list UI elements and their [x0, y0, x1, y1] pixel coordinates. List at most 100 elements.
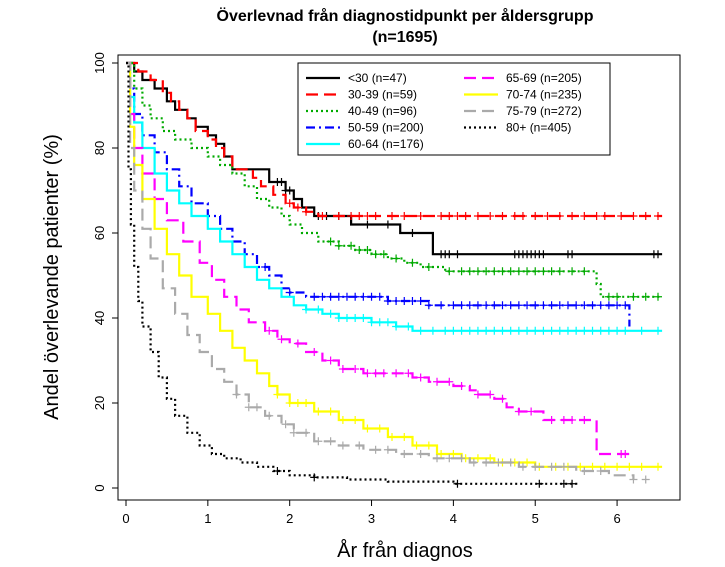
- censor-mark: [416, 326, 425, 335]
- censor-mark: [568, 250, 577, 259]
- censor-mark: [338, 416, 347, 424]
- censor-mark: [543, 212, 552, 220]
- censor-mark: [351, 416, 360, 424]
- censor-mark: [416, 373, 425, 382]
- censor-mark: [572, 326, 581, 335]
- censor-mark: [613, 326, 622, 335]
- censor-mark: [445, 267, 454, 276]
- censor-mark: [596, 467, 605, 475]
- censor-mark: [621, 326, 630, 335]
- censor-mark: [621, 450, 630, 458]
- censor-mark: [326, 237, 335, 246]
- censor-mark: [527, 407, 536, 416]
- censor-mark: [547, 326, 556, 335]
- censor-mark: [383, 445, 392, 454]
- censor-mark: [482, 267, 491, 276]
- censor-mark: [518, 212, 527, 220]
- censor-mark: [641, 475, 650, 484]
- censor-mark: [400, 297, 409, 305]
- censor-mark: [445, 454, 454, 463]
- censor-mark: [482, 301, 491, 310]
- censor-mark: [383, 297, 392, 305]
- censor-mark: [613, 301, 622, 310]
- censor-mark: [408, 229, 417, 237]
- censor-mark: [383, 220, 392, 229]
- censor-mark: [486, 454, 495, 463]
- censor-mark: [334, 212, 343, 220]
- censor-mark: [523, 267, 532, 276]
- censor-mark: [277, 178, 286, 186]
- censor-mark: [654, 212, 662, 220]
- censor-mark: [355, 441, 364, 450]
- censor-mark: [506, 458, 515, 467]
- censor-mark: [457, 454, 466, 463]
- censor-mark: [392, 369, 401, 378]
- censor-mark: [445, 377, 454, 386]
- censor-mark: [457, 382, 466, 390]
- x-tick-label: 6: [613, 511, 620, 526]
- censor-mark: [445, 212, 454, 220]
- censor-mark: [416, 297, 425, 305]
- censor-mark: [457, 326, 466, 335]
- censor-mark: [559, 462, 568, 471]
- censor-mark: [547, 416, 556, 424]
- censor-mark: [252, 403, 261, 412]
- censor-mark: [563, 326, 572, 335]
- censor-mark: [363, 212, 372, 220]
- censor-mark: [563, 301, 572, 310]
- censor-mark: [273, 390, 282, 399]
- censor-mark: [588, 462, 597, 471]
- censor-mark: [613, 462, 622, 471]
- censor-mark: [568, 267, 577, 276]
- censor-mark: [400, 450, 409, 458]
- censor-mark: [465, 267, 474, 276]
- censor-mark: [347, 212, 356, 220]
- censor-mark: [310, 473, 319, 482]
- censor-mark: [637, 462, 646, 471]
- censor-mark: [318, 212, 327, 220]
- censor-mark: [555, 301, 564, 310]
- censor-mark: [654, 326, 662, 335]
- censor-mark: [371, 445, 380, 454]
- censor-mark: [318, 292, 327, 301]
- censor-mark: [388, 212, 396, 220]
- censor-mark: [314, 305, 323, 314]
- censor-mark: [654, 292, 662, 301]
- censor-mark: [531, 267, 540, 276]
- censor-mark: [400, 433, 409, 441]
- censor-mark: [514, 267, 523, 276]
- censor-mark: [371, 212, 380, 220]
- legend-box: [297, 62, 611, 156]
- censor-mark: [588, 301, 597, 310]
- y-axis-label: Andel överlevande patienter (%): [41, 134, 63, 420]
- censor-mark: [461, 212, 470, 220]
- legend-label: 50-59 (n=200): [348, 121, 424, 135]
- censor-mark: [473, 390, 482, 399]
- censor-mark: [244, 403, 253, 412]
- y-tick-label: 20: [92, 396, 107, 410]
- censor-mark: [359, 292, 368, 301]
- legend-label: 65-69 (n=205): [506, 71, 582, 85]
- censor-mark: [596, 326, 605, 335]
- censor-mark: [600, 212, 609, 220]
- censor-mark: [592, 212, 601, 220]
- censor-mark: [371, 250, 380, 259]
- censor-mark: [547, 267, 556, 276]
- censor-mark: [654, 250, 662, 259]
- censor-mark: [506, 301, 515, 310]
- series-layer: [126, 61, 663, 488]
- censor-mark: [289, 428, 298, 437]
- censor-mark: [482, 326, 491, 335]
- censor-mark: [580, 301, 589, 310]
- censor-mark: [285, 399, 294, 407]
- censor-mark: [400, 212, 409, 220]
- censor-mark: [428, 326, 437, 335]
- censor-mark: [457, 267, 466, 276]
- censor-mark: [326, 356, 335, 365]
- censor-mark: [498, 394, 507, 403]
- censor-mark: [604, 292, 613, 301]
- x-tick-label: 2: [286, 511, 293, 526]
- censor-mark: [281, 420, 290, 429]
- censor-mark: [277, 335, 286, 344]
- x-tick-label: 3: [368, 511, 375, 526]
